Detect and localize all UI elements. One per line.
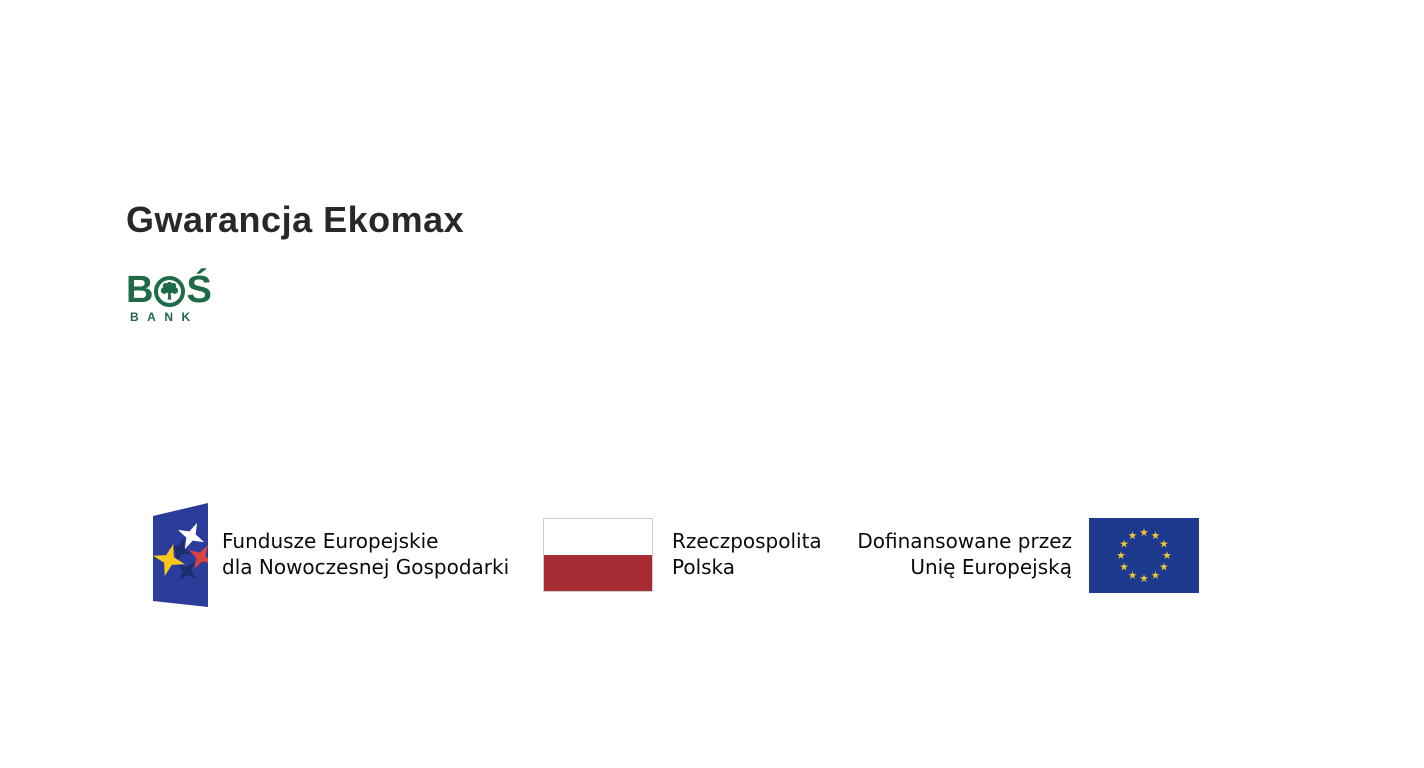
unia-europejska-label: Dofinansowane przez Unię Europejską	[850, 528, 1072, 580]
poland-flag-icon	[543, 518, 653, 592]
poland-flag-white-stripe	[544, 519, 652, 555]
fe-label-line2: dla Nowoczesnej Gospodarki	[222, 555, 510, 579]
bos-logo-wordmark: B Ś	[126, 269, 212, 311]
eu-label-line1: Dofinansowane przez	[857, 529, 1072, 553]
bos-letter-s: Ś	[186, 269, 212, 311]
pl-label-line1: Rzeczpospolita	[672, 529, 822, 553]
fundusze-europejskie-label: Fundusze Europejskie dla Nowoczesnej Gos…	[222, 528, 509, 580]
oak-leaf-icon	[161, 281, 179, 300]
poland-flag-red-stripe	[544, 555, 652, 591]
bos-bank-label: BANK	[130, 310, 199, 324]
pl-label-line2: Polska	[672, 555, 736, 579]
fe-label-line1: Fundusze Europejskie	[222, 529, 439, 553]
bos-bank-logo: B Ś BANK	[126, 269, 212, 324]
rzeczpospolita-polska-label: Rzeczpospolita Polska	[672, 528, 822, 580]
bos-letter-b: B	[126, 269, 154, 311]
page-title: Gwarancja Ekomax	[126, 199, 465, 240]
bos-leaf-ring-icon	[154, 275, 186, 307]
eu-label-line2: Unię Europejską	[910, 555, 1072, 579]
eu-flag-icon	[1089, 518, 1199, 593]
fundusze-europejskie-flag-icon	[153, 503, 208, 607]
